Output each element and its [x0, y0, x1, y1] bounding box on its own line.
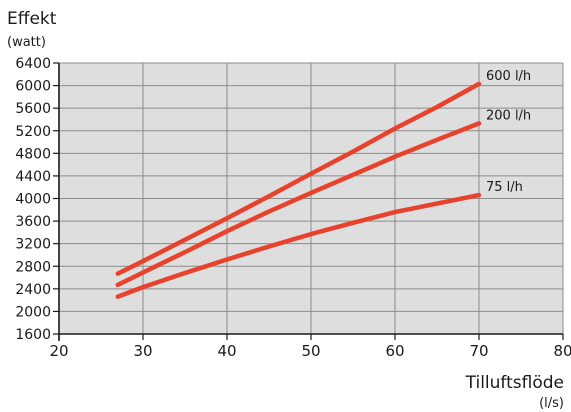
- y-axis-unit: (watt): [7, 35, 46, 50]
- y-tick-label: 5200: [15, 124, 51, 140]
- x-tick-label: 60: [385, 342, 404, 360]
- y-tick-label: 3600: [15, 214, 51, 230]
- series-line-2: [115, 192, 482, 299]
- x-tick-label: 40: [217, 342, 236, 360]
- x-axis-unit: (l/s): [539, 396, 564, 411]
- y-tick-label: 6000: [15, 79, 51, 95]
- x-tick-label: 30: [133, 342, 152, 360]
- x-tick-label: 50: [301, 342, 320, 360]
- series-label-2: 75 l/h: [486, 180, 523, 195]
- y-tick-label: 4800: [15, 146, 51, 162]
- series-label-0: 600 l/h: [486, 69, 531, 84]
- y-tick-label: 6400: [15, 56, 51, 72]
- y-tick-label: 2000: [15, 304, 51, 320]
- series-line-1: [115, 121, 482, 288]
- x-tick-labels: 20 30 40 50 60 70 80: [49, 342, 571, 360]
- y-tick-label: 2800: [15, 259, 51, 275]
- series-lines: [115, 81, 482, 299]
- x-tick-label: 20: [49, 342, 68, 360]
- x-axis-title: Tilluftsflöde: [465, 373, 564, 393]
- y-tick-label: 5600: [15, 101, 51, 117]
- y-tick-label: 1600: [15, 327, 51, 343]
- x-tick-label: 70: [469, 342, 488, 360]
- series-label-1: 200 l/h: [486, 108, 531, 123]
- series-line-0: [115, 81, 482, 276]
- y-tick-labels: 1600 2000 2400 2800 3200 3600 4000 4400 4800 5200…: [15, 56, 51, 343]
- y-axis-title: Effekt: [7, 9, 57, 29]
- y-tick-label: 4400: [15, 169, 51, 185]
- axes: [53, 62, 564, 341]
- y-tick-label: 4000: [15, 192, 51, 208]
- y-tick-label: 3200: [15, 237, 51, 253]
- x-tick-label: 80: [553, 342, 571, 360]
- y-tick-label: 2400: [15, 282, 51, 298]
- series-labels: 600 l/h 200 l/h 75 l/h: [486, 69, 531, 195]
